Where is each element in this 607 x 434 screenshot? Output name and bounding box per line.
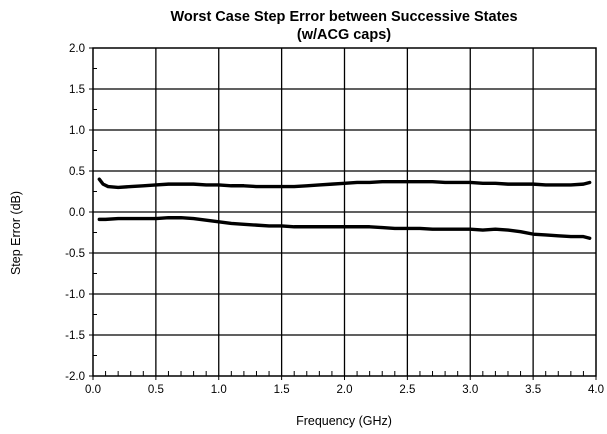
x-tick-label: 0.5 [148, 384, 164, 396]
y-tick-label: -0.5 [65, 248, 85, 260]
y-tick-label: 2.0 [69, 43, 85, 55]
ticks: 0.0 0.5 1.0 1.5 2.0 2.5 3.0 3.5 4.0 -2.0 -1.5 -1.0 -… [65, 43, 604, 396]
chart-subtitle: (w/ACG caps) [297, 27, 391, 43]
x-tick-label: 2.5 [399, 384, 415, 396]
x-tick-label: 1.0 [211, 384, 227, 396]
x-tick-label: 3.5 [525, 384, 541, 396]
series-line-1 [97, 177, 592, 190]
y-tick-label: 0.5 [69, 166, 85, 178]
y-tick-label: 0.0 [69, 207, 85, 219]
y-tick-label: -1.0 [65, 289, 85, 301]
x-tick-label: 2.0 [337, 384, 353, 396]
series-line-2 [97, 216, 592, 240]
grid [93, 48, 596, 376]
chart-title: Worst Case Step Error between Successive… [170, 9, 517, 25]
x-tick-label: 0.0 [85, 384, 101, 396]
y-tick-label: -1.5 [65, 330, 85, 342]
y-tick-label: -2.0 [65, 371, 85, 383]
x-tick-label: 4.0 [588, 384, 604, 396]
x-tick-label: 3.0 [462, 384, 478, 396]
x-axis-label: Frequency (GHz) [296, 414, 392, 428]
x-tick-label: 1.5 [274, 384, 290, 396]
series-layer [97, 177, 592, 240]
y-tick-label: 1.5 [69, 84, 85, 96]
y-axis-label: Step Error (dB) [9, 191, 23, 275]
y-tick-label: 1.0 [69, 125, 85, 137]
